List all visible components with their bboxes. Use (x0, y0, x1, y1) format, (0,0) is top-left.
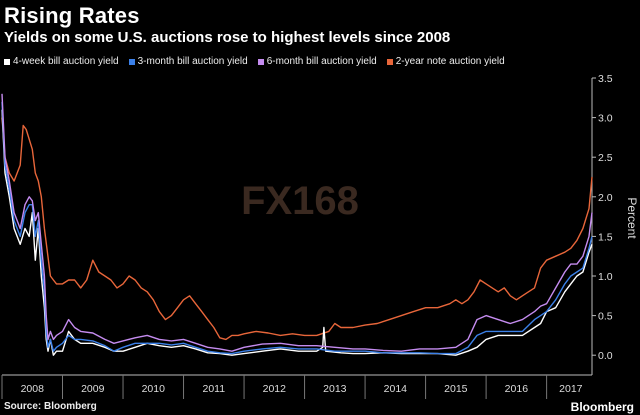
x-tick-label: 2013 (323, 383, 347, 395)
series-lines (1, 93, 593, 356)
y-tick-label: 2.0 (598, 192, 613, 204)
legend-label-4-week: 4-week bill auction yield (13, 56, 119, 67)
legend-swatch-3-month (128, 58, 135, 65)
y-tick-label: 1.5 (598, 231, 613, 243)
x-tick-label: 2011 (202, 383, 225, 395)
y-tick-label: 2.5 (598, 152, 613, 164)
x-tick-label: 2008 (21, 383, 45, 395)
x-tick-label: 2017 (559, 383, 583, 395)
legend: 4-week bill auction yield 3-month bill a… (4, 56, 505, 67)
series-line-1 (1, 109, 593, 356)
legend-swatch-6-month (257, 58, 264, 65)
y-tick-label: 0.0 (598, 350, 613, 362)
legend-label-3-month: 3-month bill auction yield (137, 56, 248, 67)
legend-label-2-year: 2-year note auction yield (395, 56, 505, 67)
y-axis-label: Percent (625, 197, 639, 239)
chart-title: Rising Rates (4, 3, 140, 28)
legend-item-6-month: 6-month bill auction yield (257, 56, 377, 67)
y-tick-label: 3.5 (598, 73, 613, 85)
x-tick-label: 2012 (263, 383, 287, 395)
y-tick-label: 1.0 (598, 271, 613, 283)
y-tick-label: 3.0 (598, 113, 613, 125)
x-tick-label: 2016 (505, 383, 529, 395)
legend-item-3-month: 3-month bill auction yield (128, 56, 248, 67)
series-line-2 (1, 101, 593, 355)
series-line-4 (1, 117, 593, 341)
legend-label-6-month: 6-month bill auction yield (266, 56, 377, 67)
bloomberg-logo: Bloomberg (570, 400, 634, 414)
axes (2, 78, 593, 376)
chart-subtitle: Yields on some U.S. auctions rose to hig… (4, 29, 451, 46)
x-axis-ticks: 2008 2009 2010 2011 2012 2013 2014 2015 2016 2017 (1, 375, 583, 399)
x-tick-label: 2010 (142, 383, 166, 395)
y-tick-label: 0.5 (598, 311, 613, 323)
legend-item-4-week: 4-week bill auction yield (4, 56, 119, 67)
watermark: FX168 (241, 179, 359, 223)
legend-swatch-4-week (4, 58, 10, 65)
x-tick-label: 2014 (384, 383, 408, 395)
x-tick-label: 2015 (444, 383, 468, 395)
source-note: Source: Bloomberg (4, 401, 97, 412)
watermark-text: FX168 (241, 179, 359, 223)
legend-item-2-year: 2-year note auction yield (386, 56, 505, 67)
x-tick-label: 2009 (81, 383, 105, 395)
legend-swatch-2-year (386, 58, 393, 65)
series-line-3 (1, 93, 593, 352)
y-axis-ticks: 0.0 0.5 1.0 1.5 2.0 2.5 3.0 3.5 (592, 73, 613, 362)
